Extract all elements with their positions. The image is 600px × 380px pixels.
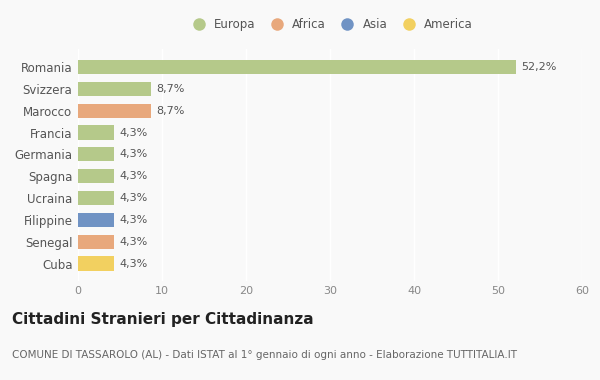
Bar <box>78 191 114 205</box>
Bar <box>78 234 114 249</box>
Text: COMUNE DI TASSAROLO (AL) - Dati ISTAT al 1° gennaio di ogni anno - Elaborazione : COMUNE DI TASSAROLO (AL) - Dati ISTAT al… <box>12 350 517 359</box>
Bar <box>78 147 114 162</box>
Text: 4,3%: 4,3% <box>119 237 148 247</box>
Legend: Europa, Africa, Asia, America: Europa, Africa, Asia, America <box>182 14 478 36</box>
Text: Cittadini Stranieri per Cittadinanza: Cittadini Stranieri per Cittadinanza <box>12 312 314 326</box>
Bar <box>78 125 114 139</box>
Text: 8,7%: 8,7% <box>156 84 184 94</box>
Bar <box>78 104 151 118</box>
Text: 52,2%: 52,2% <box>521 62 557 72</box>
Bar <box>78 256 114 271</box>
Bar <box>78 213 114 227</box>
Bar <box>78 60 517 74</box>
Text: 4,3%: 4,3% <box>119 193 148 203</box>
Text: 4,3%: 4,3% <box>119 149 148 159</box>
Text: 4,3%: 4,3% <box>119 128 148 138</box>
Bar <box>78 82 151 96</box>
Text: 4,3%: 4,3% <box>119 171 148 181</box>
Text: 4,3%: 4,3% <box>119 258 148 269</box>
Text: 4,3%: 4,3% <box>119 215 148 225</box>
Bar <box>78 169 114 183</box>
Text: 8,7%: 8,7% <box>156 106 184 116</box>
